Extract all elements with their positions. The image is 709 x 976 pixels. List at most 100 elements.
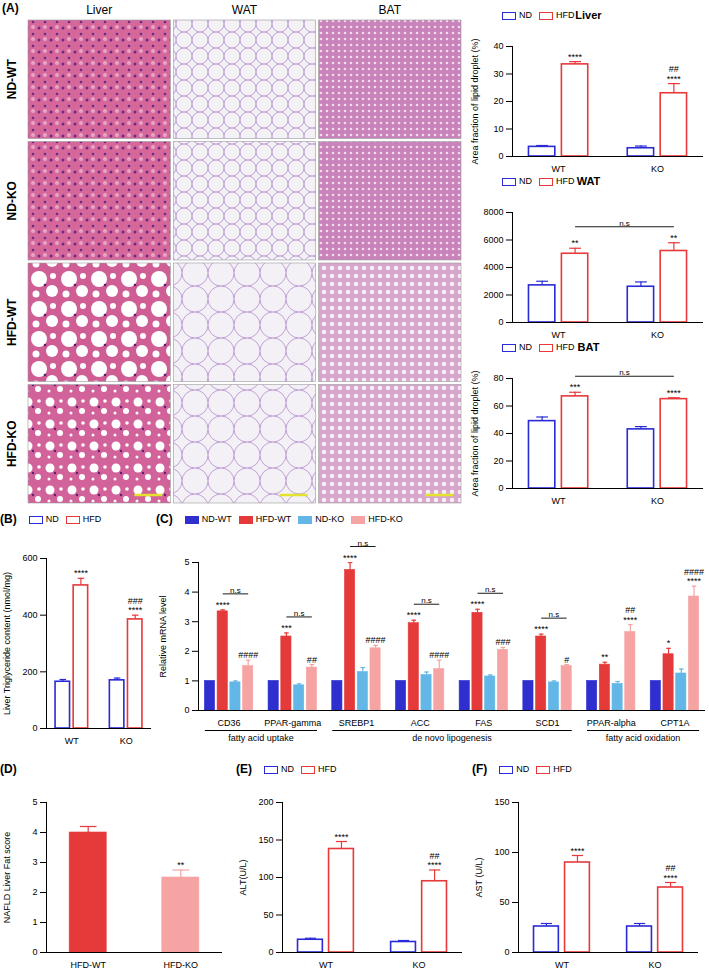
svg-text:6000: 6000 [483,235,503,245]
svg-text:##****: ##**** [664,863,679,882]
svg-text:KO: KO [413,960,426,970]
svg-text:n.s: n.s [549,610,560,619]
svg-text:KO: KO [651,330,664,340]
svg-text:Area fraction of lipid droplet: Area fraction of lipid droplet (%) [470,38,480,164]
svg-text:***: *** [570,382,581,392]
svg-text:2: 2 [32,887,37,897]
svg-text:##****: ##**** [428,851,443,870]
svg-text:60: 60 [493,401,503,411]
svg-text:####: #### [238,650,258,660]
svg-text:BAT: BAT [379,3,402,17]
svg-text:KO: KO [120,736,133,746]
svg-text:WT: WT [555,960,569,970]
svg-text:0: 0 [184,705,189,715]
svg-text:KO: KO [649,960,662,970]
svg-text:3: 3 [32,857,37,867]
svg-text:**: ** [601,652,609,662]
svg-text:SCD1: SCD1 [536,718,560,728]
svg-text:HFD-KO: HFD-KO [164,960,199,970]
svg-text:Relative mRNA level: Relative mRNA level [158,595,168,677]
svg-text:n.s: n.s [294,609,305,618]
svg-text:***: *** [281,623,292,633]
svg-text:CPT1A: CPT1A [660,718,689,728]
svg-text:FAS: FAS [475,718,492,728]
svg-text:fatty acid uptake: fatty acid uptake [228,733,294,743]
svg-text:n.s: n.s [485,585,496,594]
svg-text:0: 0 [498,317,503,327]
svg-text:0: 0 [498,151,503,161]
svg-text:****: **** [570,846,585,856]
svg-text:##****: ##**** [623,605,638,624]
svg-text:#: # [564,655,569,665]
svg-text:200: 200 [22,667,37,677]
svg-text:20: 20 [493,456,503,466]
svg-text:0: 0 [268,947,273,957]
svg-text:HFD-WT: HFD-WT [5,298,19,346]
svg-text:de novo lipogenesis: de novo lipogenesis [412,733,492,743]
svg-text:****: **** [74,568,89,578]
svg-text:20: 20 [493,96,503,106]
svg-text:5: 5 [32,797,37,807]
svg-text:*: * [667,638,671,648]
svg-text:4: 4 [184,587,189,597]
svg-text:ACC: ACC [411,718,431,728]
svg-text:4000: 4000 [483,262,503,272]
svg-text:5: 5 [184,557,189,567]
svg-text:KO: KO [651,164,664,174]
svg-text:****: **** [407,610,422,620]
svg-text:50: 50 [263,910,273,920]
svg-text:8000: 8000 [483,207,503,217]
svg-text:Liver: Liver [86,3,112,17]
svg-text:SREBP1: SREBP1 [339,718,375,728]
svg-text:NAFLD Liver Fat score: NAFLD Liver Fat score [2,832,12,924]
svg-text:Area fraction of lipid droplet: Area fraction of lipid droplet (%) [470,370,480,496]
svg-text:10: 10 [493,124,503,134]
svg-text:3: 3 [184,617,189,627]
svg-text:1: 1 [32,917,37,927]
svg-text:####****: ####**** [684,567,704,586]
svg-text:**: ** [177,860,185,870]
svg-text:100: 100 [494,847,509,857]
svg-text:PPAR-alpha: PPAR-alpha [587,718,636,728]
svg-text:0: 0 [32,947,37,957]
svg-text:##****: ##**** [667,64,682,83]
svg-text:0: 0 [498,483,503,493]
svg-text:**: ** [670,233,678,243]
svg-text:n.s: n.s [357,539,368,548]
svg-text:####: #### [366,635,386,645]
svg-text:WT: WT [552,164,566,174]
svg-text:**: ** [572,238,580,248]
svg-text:###: ### [495,637,510,647]
svg-text:ND-KO: ND-KO [5,181,19,220]
svg-text:Liver Triglyceride content (nm: Liver Triglyceride content (nmol/mg) [2,572,12,715]
svg-text:****: **** [568,52,583,62]
svg-text:ND-WT: ND-WT [5,59,19,100]
svg-text:****: **** [334,832,349,842]
svg-text:CD36: CD36 [218,718,241,728]
svg-text:30: 30 [493,69,503,79]
svg-text:###****: ###**** [128,596,143,615]
svg-text:KO: KO [651,496,664,506]
svg-text:****: **** [343,553,358,563]
svg-text:##: ## [307,655,317,665]
svg-text:WT: WT [319,960,333,970]
svg-text:PPAR-gamma: PPAR-gamma [264,718,321,728]
svg-text:****: **** [216,600,231,610]
svg-text:0: 0 [32,723,37,733]
svg-text:1: 1 [184,676,189,686]
svg-text:WAT: WAT [232,3,258,17]
svg-text:50: 50 [499,897,509,907]
svg-text:####: #### [429,650,449,660]
svg-text:fatty acid oxidation: fatty acid oxidation [606,733,681,743]
svg-text:200: 200 [258,797,273,807]
svg-text:AST (U/L): AST (U/L) [474,858,484,898]
svg-text:2: 2 [184,646,189,656]
svg-text:WT: WT [65,736,79,746]
svg-text:150: 150 [494,797,509,807]
svg-text:HFD-WT: HFD-WT [70,960,106,970]
svg-text:HFD-KO: HFD-KO [5,420,19,467]
svg-text:40: 40 [493,41,503,51]
svg-text:100: 100 [258,872,273,882]
svg-text:****: **** [534,624,549,634]
svg-text:n.s: n.s [619,368,630,377]
